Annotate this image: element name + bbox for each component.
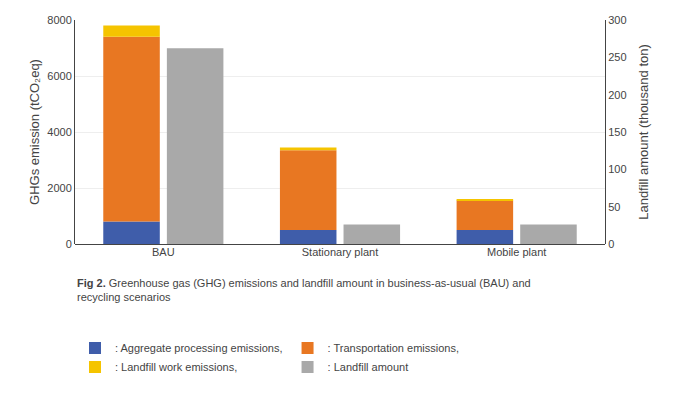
- svg-text:GHGs emission (tCO₂eq): GHGs emission (tCO₂eq): [27, 59, 42, 205]
- svg-text:Fig 2. Greenhouse gas (GHG) em: Fig 2. Greenhouse gas (GHG) emissions an…: [77, 277, 531, 303]
- svg-text:8000: 8000: [47, 14, 71, 26]
- svg-text:: Aggregate processing emissio: : Aggregate processing emissions,: [115, 342, 283, 354]
- svg-text:BAU: BAU: [152, 246, 175, 258]
- svg-text:250: 250: [608, 51, 626, 63]
- svg-text:: Transportation emissions,: : Transportation emissions,: [328, 342, 459, 354]
- svg-text:: Landfill work emissions,: : Landfill work emissions,: [115, 361, 237, 373]
- svg-text:0: 0: [608, 238, 614, 250]
- svg-text:4000: 4000: [47, 126, 71, 138]
- svg-text:Mobile plant: Mobile plant: [487, 246, 546, 258]
- svg-text:150: 150: [608, 126, 626, 138]
- svg-text:0: 0: [66, 238, 72, 250]
- svg-text:100: 100: [608, 163, 626, 175]
- svg-text:Stationary plant: Stationary plant: [302, 246, 378, 258]
- svg-text:2000: 2000: [47, 182, 71, 194]
- svg-text:50: 50: [608, 201, 620, 213]
- svg-text:200: 200: [608, 89, 626, 101]
- svg-text:300: 300: [608, 14, 626, 26]
- svg-text:: Landfill amount: : Landfill amount: [328, 361, 409, 373]
- svg-text:6000: 6000: [47, 70, 71, 82]
- svg-text:Landfill amount (thousand ton): Landfill amount (thousand ton): [636, 44, 651, 220]
